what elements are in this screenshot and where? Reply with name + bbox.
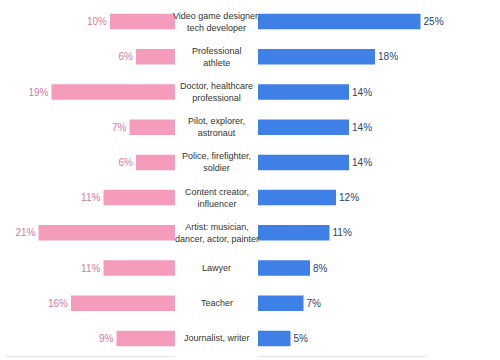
- svg-text:6%: 6%: [118, 51, 133, 62]
- svg-text:21%: 21%: [15, 227, 35, 238]
- svg-text:Police, firefighter,soldier: Police, firefighter,soldier: [182, 151, 251, 173]
- svg-text:11%: 11%: [333, 227, 352, 238]
- svg-text:Artist: musician,dancer, actor: Artist: musician,dancer, actor, painter: [175, 222, 259, 244]
- svg-text:12%: 12%: [339, 192, 359, 203]
- svg-text:5%: 5%: [294, 333, 309, 344]
- svg-text:Pilot, explorer,astronaut: Pilot, explorer,astronaut: [188, 116, 245, 138]
- svg-text:Journalist, writer: Journalist, writer: [184, 333, 250, 343]
- svg-text:Teacher: Teacher: [201, 298, 233, 308]
- svg-text:Content creator,influencer: Content creator,influencer: [185, 187, 249, 209]
- svg-text:7%: 7%: [112, 122, 127, 133]
- svg-text:Professionalathlete: Professionalathlete: [192, 46, 242, 68]
- svg-text:9%: 9%: [99, 333, 114, 344]
- svg-text:Video game designer,tech devel: Video game designer,tech developer: [173, 11, 260, 33]
- svg-text:10%: 10%: [87, 16, 107, 27]
- svg-text:16%: 16%: [48, 298, 68, 309]
- svg-text:Doctor, healthcareprofessional: Doctor, healthcareprofessional: [180, 81, 253, 103]
- svg-text:25%: 25%: [424, 16, 444, 27]
- svg-text:8%: 8%: [313, 263, 328, 274]
- svg-text:14%: 14%: [352, 157, 372, 168]
- svg-text:7%: 7%: [307, 298, 322, 309]
- svg-text:11%: 11%: [81, 192, 100, 203]
- svg-text:14%: 14%: [352, 87, 372, 98]
- svg-text:Lawyer: Lawyer: [202, 263, 231, 273]
- svg-text:11%: 11%: [81, 263, 100, 274]
- svg-text:18%: 18%: [378, 51, 398, 62]
- svg-text:6%: 6%: [118, 157, 133, 168]
- svg-text:14%: 14%: [352, 122, 372, 133]
- svg-text:19%: 19%: [28, 87, 48, 98]
